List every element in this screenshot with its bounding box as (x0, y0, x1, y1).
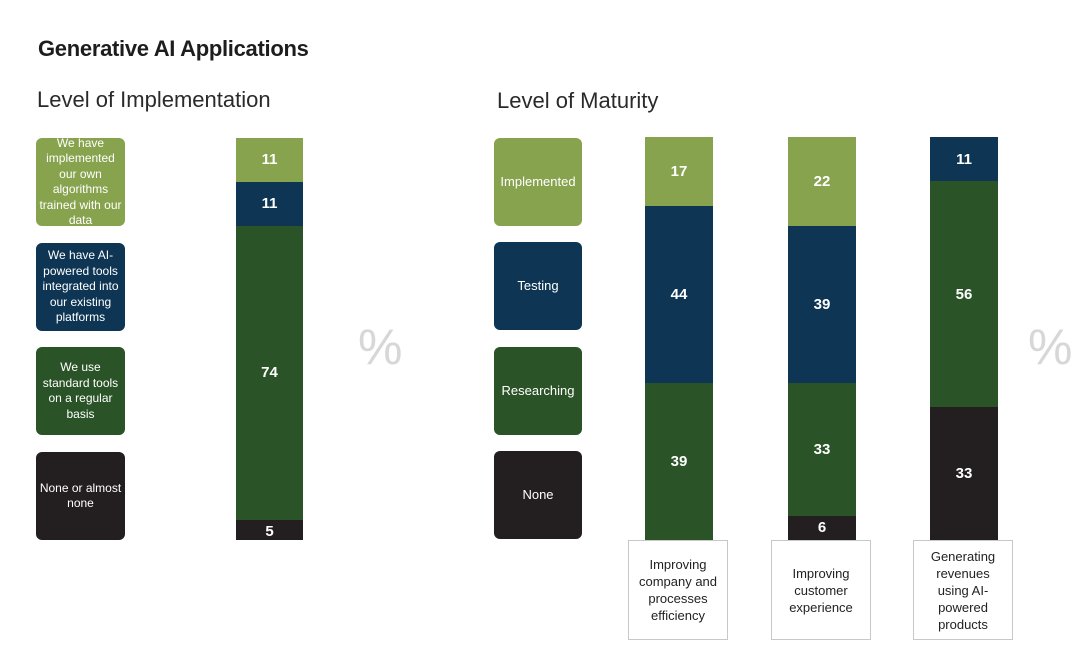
maturity-category-label-3: Generating revenues using AI-powered pro… (913, 540, 1013, 640)
maturity-bar-2-segment-4: 6 (788, 515, 856, 540)
legend-item-maturity-2: Testing (494, 242, 582, 330)
legend-item-maturity-3: Researching (494, 347, 582, 435)
implementation-bar-segment-1: 11 (236, 138, 303, 182)
implementation-bar-segment-3: 74 (236, 225, 303, 521)
implementation-bar-segment-4: 5 (236, 520, 303, 540)
legend-item-implementation-3: We use standard tools on a regular basis (36, 347, 125, 435)
legend-item-implementation-2: We have AI-powered tools integrated into… (36, 243, 125, 331)
maturity-subtitle: Level of Maturity (497, 88, 659, 113)
maturity-category-label-1: Improving company and processes efficien… (628, 540, 728, 640)
implementation-subtitle: Level of Implementation (37, 87, 271, 112)
maturity-bar-3-segment-3: 33 (930, 407, 998, 540)
maturity-bar-1-segment-2: 44 (645, 205, 713, 383)
maturity-bar-2-segment-1: 22 (788, 137, 856, 226)
maturity-bar-3-segment-2: 56 (930, 181, 998, 407)
maturity-category-label-2: Improving customer experience (771, 540, 871, 640)
legend-item-maturity-4: None (494, 451, 582, 539)
implementation-bar-segment-2: 11 (236, 181, 303, 226)
maturity-bar-3-segment-1: 11 (930, 137, 998, 182)
percent-label-right: % (1028, 319, 1073, 375)
maturity-bar-1-segment-3: 39 (645, 382, 713, 540)
page-title: Generative AI Applications (38, 36, 309, 61)
maturity-bar-2-segment-2: 39 (788, 225, 856, 383)
legend-item-implementation-1: We have implemented our own algorithms t… (36, 136, 125, 227)
legend-item-implementation-4: None or almost none (36, 452, 125, 540)
maturity-bar-2-segment-3: 33 (788, 382, 856, 516)
percent-label-left: % (358, 319, 403, 375)
maturity-bar-1-segment-1: 17 (645, 137, 713, 206)
legend-item-maturity-1: Implemented (494, 138, 582, 226)
